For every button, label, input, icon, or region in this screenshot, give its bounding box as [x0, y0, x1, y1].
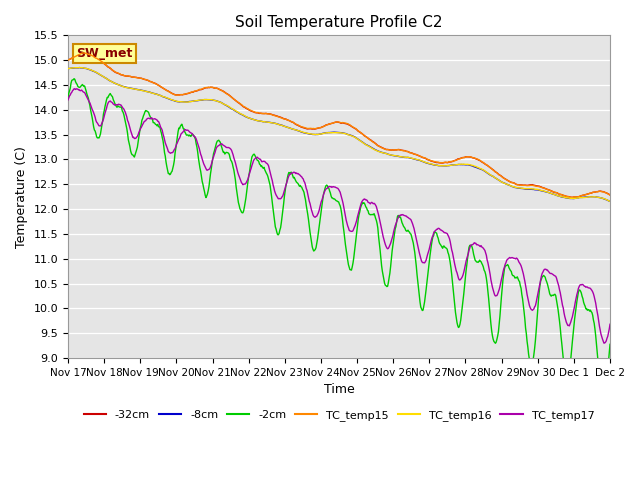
-2cm [606, 341, 614, 347]
TC_temp16 [214, 98, 222, 104]
TC_temp15 [406, 150, 413, 156]
X-axis label: Time: Time [324, 383, 355, 396]
Line: TC_temp15: TC_temp15 [68, 53, 610, 197]
-8cm [186, 98, 193, 104]
TC_temp17 [606, 322, 614, 327]
Text: SW_met: SW_met [76, 47, 132, 60]
-2cm [600, 400, 608, 406]
-8cm [74, 65, 82, 71]
-32cm [214, 86, 222, 92]
-32cm [64, 57, 72, 63]
-2cm [70, 76, 78, 82]
TC_temp16 [76, 65, 83, 71]
TC_temp15 [606, 192, 614, 198]
-8cm [131, 86, 138, 92]
TC_temp16 [186, 99, 193, 105]
-32cm [79, 50, 87, 56]
TC_temp15 [74, 52, 82, 58]
TC_temp17 [131, 136, 138, 142]
Line: TC_temp17: TC_temp17 [68, 89, 610, 343]
-8cm [422, 160, 429, 166]
-32cm [406, 150, 413, 156]
TC_temp15 [568, 194, 576, 200]
Line: TC_temp16: TC_temp16 [68, 68, 610, 201]
Y-axis label: Temperature (C): Temperature (C) [15, 146, 28, 248]
-2cm [75, 84, 83, 90]
Line: -8cm: -8cm [68, 68, 610, 201]
TC_temp17 [75, 87, 83, 93]
-2cm [214, 138, 222, 144]
-2cm [131, 154, 138, 160]
TC_temp17 [186, 129, 193, 134]
-8cm [76, 65, 83, 71]
-8cm [64, 66, 72, 72]
-8cm [214, 98, 222, 104]
-2cm [406, 229, 413, 235]
-32cm [606, 192, 614, 198]
TC_temp17 [214, 143, 222, 149]
TC_temp15 [214, 86, 222, 92]
-2cm [422, 293, 429, 299]
-32cm [131, 74, 138, 80]
TC_temp16 [422, 159, 429, 165]
TC_temp16 [131, 86, 138, 92]
-32cm [422, 156, 429, 161]
Legend: -32cm, -8cm, -2cm, TC_temp15, TC_temp16, TC_temp17: -32cm, -8cm, -2cm, TC_temp15, TC_temp16,… [79, 406, 598, 425]
TC_temp16 [64, 66, 72, 72]
-32cm [568, 194, 576, 200]
-32cm [74, 52, 82, 58]
TC_temp17 [422, 259, 429, 264]
-2cm [64, 95, 72, 100]
TC_temp17 [406, 216, 413, 222]
-8cm [606, 198, 614, 204]
Line: -32cm: -32cm [68, 53, 610, 197]
-8cm [406, 155, 413, 161]
TC_temp15 [422, 155, 429, 161]
TC_temp17 [72, 86, 80, 92]
TC_temp15 [79, 50, 86, 56]
TC_temp15 [131, 74, 138, 80]
TC_temp15 [186, 90, 193, 96]
TC_temp15 [64, 57, 72, 63]
TC_temp16 [406, 155, 413, 160]
TC_temp17 [600, 340, 608, 346]
Title: Soil Temperature Profile C2: Soil Temperature Profile C2 [236, 15, 443, 30]
Line: -2cm: -2cm [68, 79, 610, 403]
-2cm [186, 132, 193, 138]
TC_temp16 [606, 198, 614, 204]
-32cm [186, 90, 193, 96]
TC_temp16 [74, 65, 82, 71]
TC_temp17 [64, 97, 72, 103]
